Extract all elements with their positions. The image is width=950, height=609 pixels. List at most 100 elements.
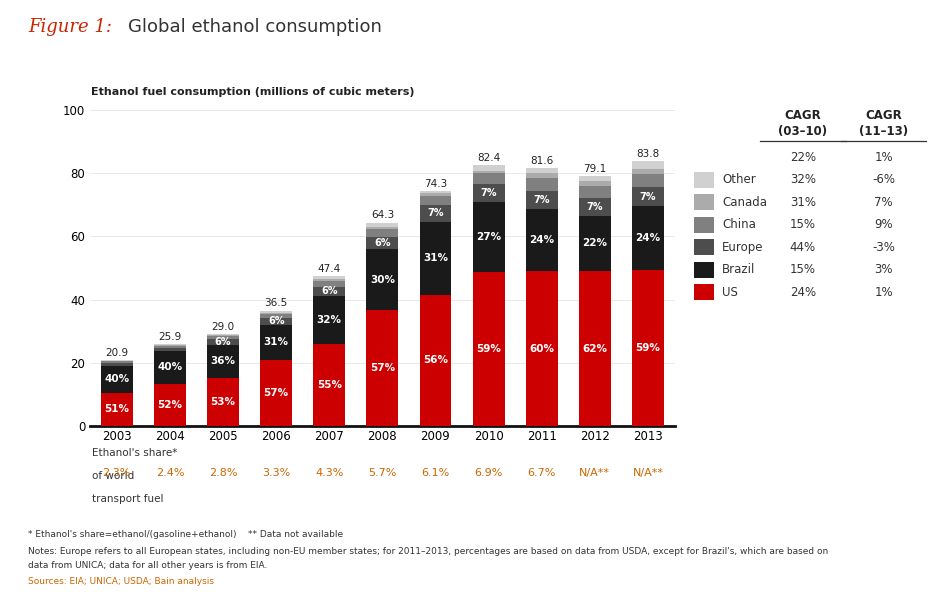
Bar — [473, 272, 504, 426]
Text: 81.6: 81.6 — [530, 156, 553, 166]
Bar — [367, 249, 398, 310]
Bar — [632, 169, 664, 174]
Text: (03–10): (03–10) — [778, 125, 827, 138]
Bar — [525, 191, 558, 209]
Bar — [154, 344, 186, 345]
Text: 24%: 24% — [636, 233, 660, 243]
Text: 82.4: 82.4 — [477, 153, 501, 163]
Bar — [154, 348, 186, 351]
Text: Europe: Europe — [722, 241, 764, 254]
Text: 47.4: 47.4 — [317, 264, 341, 274]
Bar — [101, 366, 133, 393]
Bar — [525, 178, 558, 191]
Text: 52%: 52% — [158, 400, 182, 410]
Text: Ethanol's share*: Ethanol's share* — [92, 448, 178, 458]
Bar — [525, 173, 558, 178]
Text: CAGR: CAGR — [785, 109, 821, 122]
Bar — [367, 223, 398, 227]
Text: 4.3%: 4.3% — [315, 468, 344, 477]
Text: Figure 1:: Figure 1: — [28, 18, 118, 37]
Text: data from UNICA; data for all other years is from EIA.: data from UNICA; data for all other year… — [28, 561, 268, 571]
Text: Sources: EIA; UNICA; USDA; Bain analysis: Sources: EIA; UNICA; USDA; Bain analysis — [28, 577, 215, 586]
Bar — [579, 199, 611, 216]
Text: 6.9%: 6.9% — [474, 468, 503, 477]
Bar — [260, 318, 292, 325]
Bar — [367, 229, 398, 237]
Bar — [314, 279, 345, 281]
Text: 1%: 1% — [874, 286, 893, 299]
Text: 31%: 31% — [264, 337, 289, 348]
Bar — [632, 206, 664, 270]
Text: 5.7%: 5.7% — [369, 468, 396, 477]
Bar — [154, 345, 186, 346]
Bar — [260, 313, 292, 314]
Text: CAGR: CAGR — [865, 109, 902, 122]
Text: 25.9: 25.9 — [159, 332, 181, 342]
Text: 7%: 7% — [481, 188, 497, 198]
Text: 2.8%: 2.8% — [209, 468, 238, 477]
Text: 40%: 40% — [158, 362, 182, 372]
Text: transport fuel: transport fuel — [92, 493, 163, 504]
Bar — [579, 271, 611, 426]
Text: 7%: 7% — [639, 192, 656, 202]
Text: (11–13): (11–13) — [859, 125, 908, 138]
Bar — [314, 287, 345, 296]
Text: 57%: 57% — [263, 389, 289, 398]
Text: 31%: 31% — [789, 195, 816, 209]
Text: 51%: 51% — [104, 404, 129, 414]
Bar — [101, 361, 133, 363]
Text: 7%: 7% — [874, 195, 893, 209]
Text: 7%: 7% — [586, 202, 603, 212]
Text: N/A**: N/A** — [580, 468, 610, 477]
Bar — [525, 168, 558, 173]
Bar — [579, 181, 611, 186]
Text: 7%: 7% — [534, 195, 550, 205]
Bar — [207, 336, 239, 339]
Bar — [579, 186, 611, 199]
Text: 27%: 27% — [476, 232, 502, 242]
Bar — [367, 227, 398, 229]
Bar — [154, 384, 186, 426]
Bar — [420, 195, 451, 205]
Text: 55%: 55% — [316, 380, 342, 390]
Text: 32%: 32% — [789, 173, 816, 186]
Text: 36.5: 36.5 — [264, 298, 288, 309]
Bar — [632, 188, 664, 206]
Text: -6%: -6% — [872, 173, 895, 186]
Bar — [314, 343, 345, 426]
Bar — [473, 184, 504, 202]
Text: 62%: 62% — [582, 343, 607, 354]
Text: 83.8: 83.8 — [636, 149, 659, 159]
Text: 6.7%: 6.7% — [527, 468, 556, 477]
Bar — [632, 270, 664, 426]
Bar — [101, 393, 133, 426]
Bar — [154, 346, 186, 348]
Bar — [101, 363, 133, 366]
Text: 2.3%: 2.3% — [103, 468, 131, 477]
Bar — [260, 311, 292, 313]
Text: 3.3%: 3.3% — [262, 468, 291, 477]
Bar — [101, 360, 133, 361]
Bar — [473, 166, 504, 171]
Text: 60%: 60% — [529, 343, 554, 354]
Text: N/A**: N/A** — [633, 468, 663, 477]
Text: 6%: 6% — [374, 238, 390, 248]
Text: 6%: 6% — [268, 316, 284, 326]
Text: 6%: 6% — [215, 337, 231, 347]
Bar — [420, 191, 451, 194]
Bar — [207, 334, 239, 336]
Bar — [579, 216, 611, 271]
Text: 3%: 3% — [874, 263, 893, 276]
Bar — [367, 237, 398, 249]
Text: -3%: -3% — [872, 241, 895, 254]
Text: 7%: 7% — [428, 208, 444, 219]
Text: 32%: 32% — [316, 315, 342, 325]
Text: 79.1: 79.1 — [583, 164, 606, 174]
Bar — [260, 314, 292, 318]
Text: 53%: 53% — [211, 397, 236, 407]
Text: Other: Other — [722, 173, 756, 186]
Bar — [632, 174, 664, 188]
Text: 29.0: 29.0 — [212, 322, 235, 333]
Bar — [420, 205, 451, 222]
Text: Global ethanol consumption: Global ethanol consumption — [128, 18, 382, 37]
